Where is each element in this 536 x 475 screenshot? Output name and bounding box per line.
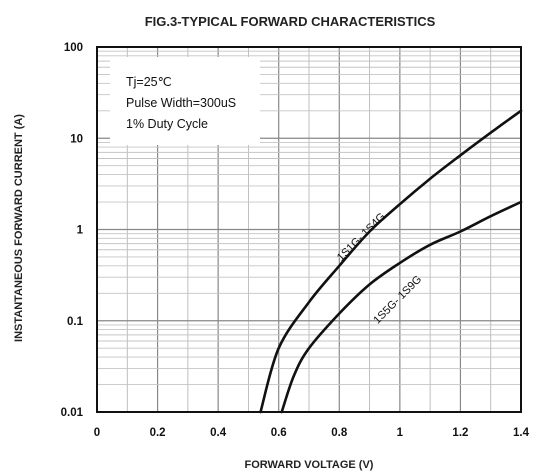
chart-title: FIG.3-TYPICAL FORWARD CHARACTERISTICS [145, 14, 436, 29]
x-axis-label: FORWARD VOLTAGE (V) [245, 459, 374, 471]
x-tick-label: 1.4 [513, 427, 530, 439]
condition-duty-cycle: 1% Duty Cycle [126, 117, 208, 131]
y-tick-label: 10 [70, 133, 83, 145]
y-tick-label: 1 [77, 225, 84, 237]
chart-curves: 1S1G- 1S4G 1S5G- 1S9G [259, 109, 523, 414]
plot-area-frame [96, 46, 522, 413]
conditions-box: Tj=25℃ Pulse Width=300uS 1% Duty Cycle [110, 57, 260, 145]
x-tick-label: 0 [94, 427, 100, 439]
y-tick-label: 0.01 [61, 407, 84, 419]
conditions-box-bg [110, 57, 260, 145]
y-axis-label: INSTANTANEOUS FORWARD CURRENT (A) [13, 114, 25, 342]
x-tick-label: 1.2 [452, 427, 468, 439]
x-tick-labels: 0 0.2 0.4 0.6 0.8 1 1.2 1.4 [94, 427, 530, 439]
x-tick-label: 0.6 [271, 427, 287, 439]
series-label-1: 1S1G- 1S4G [335, 211, 388, 264]
x-tick-label: 0.2 [150, 427, 166, 439]
x-tick-label: 0.4 [210, 427, 227, 439]
series-curve-2 [280, 200, 523, 414]
y-tick-label: 0.1 [67, 316, 84, 328]
x-tick-label: 1 [397, 427, 404, 439]
y-tick-label: 100 [64, 42, 83, 54]
series-label-2: 1S5G- 1S9G [371, 273, 424, 326]
chart-grid [97, 47, 521, 412]
condition-junction-temp: Tj=25℃ [126, 75, 172, 89]
series-curve-1 [259, 109, 523, 414]
y-tick-labels: 0.01 0.1 1 10 100 [61, 42, 84, 419]
x-tick-label: 0.8 [331, 427, 348, 439]
condition-pulse-width: Pulse Width=300uS [126, 96, 236, 110]
